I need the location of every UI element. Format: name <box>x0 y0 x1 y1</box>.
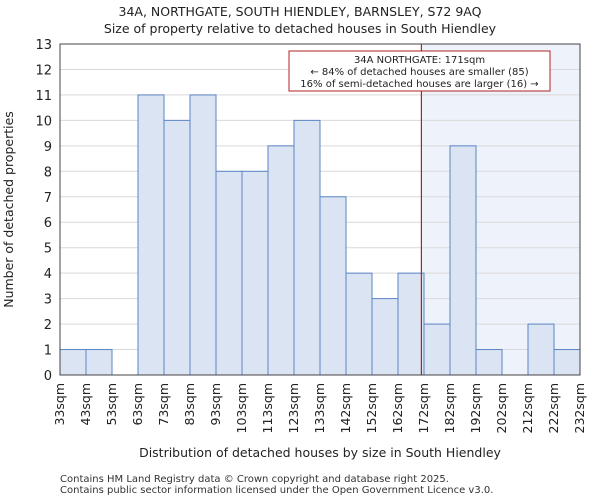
y-tick-label: 1 <box>44 344 52 359</box>
bar <box>423 323 451 376</box>
x-tick-label: 232sqm <box>572 383 587 433</box>
y-tick-label: 4 <box>44 267 52 282</box>
chart-title: 34A, NORTHGATE, SOUTH HIENDLEY, BARNSLEY… <box>118 4 482 19</box>
y-tick-label: 3 <box>44 293 52 308</box>
x-tick-label: 202sqm <box>494 383 509 433</box>
y-tick-label: 11 <box>35 89 52 104</box>
x-tick-label: 142sqm <box>338 383 353 433</box>
bar <box>59 349 87 376</box>
x-tick-labels: 33sqm 43sqm 53sqm 63sqm 73sqm 83sqm 93sqm 103sq… <box>52 383 587 433</box>
y-tick-label: 5 <box>44 242 52 257</box>
bar <box>137 94 165 376</box>
bar <box>85 349 113 376</box>
x-tick-label: 33sqm <box>52 383 67 426</box>
annotation-box <box>288 50 551 92</box>
x-tick-label: 162sqm <box>390 383 405 433</box>
y-tick-label: 12 <box>35 63 52 78</box>
y-tick-label: 10 <box>35 114 52 129</box>
bar <box>189 94 217 376</box>
bar <box>397 272 425 376</box>
bar <box>345 272 373 376</box>
x-tick-label: 212sqm <box>520 383 535 433</box>
x-tick-label: 43sqm <box>78 383 93 426</box>
x-axis-label: Distribution of detached houses by size … <box>139 445 501 460</box>
x-tick-label: 63sqm <box>130 383 145 426</box>
bar <box>553 349 581 376</box>
bars <box>59 94 581 376</box>
bar <box>371 298 399 376</box>
larger-properties-region <box>421 44 580 375</box>
bar <box>267 145 295 376</box>
bar <box>163 119 191 376</box>
y-tick-label: 6 <box>44 216 52 231</box>
x-tick-label: 83sqm <box>182 383 197 426</box>
annotation-line-3: 16% of semi-detached houses are larger (… <box>300 79 538 90</box>
y-tick-label: 8 <box>44 165 52 180</box>
y-tick-label: 7 <box>44 191 52 206</box>
y-tick-label: 0 <box>44 369 52 384</box>
bar <box>293 119 321 376</box>
x-tick-label: 93sqm <box>208 383 223 426</box>
bar <box>449 145 477 376</box>
footer-copyright: Contains HM Land Registry data © Crown c… <box>60 474 449 485</box>
annotation-line-2: ← 84% of detached houses are smaller (85… <box>310 67 528 78</box>
bar <box>241 170 269 376</box>
bar <box>527 323 555 376</box>
x-tick-label: 73sqm <box>156 383 171 426</box>
y-axis-label: Number of detached properties <box>1 111 16 308</box>
x-tick-label: 222sqm <box>546 383 561 433</box>
x-tick-label: 133sqm <box>312 383 327 433</box>
x-tick-label: 113sqm <box>260 383 275 433</box>
x-tick-label: 192sqm <box>468 383 483 433</box>
y-tick-label: 13 <box>35 38 52 53</box>
bar <box>319 196 347 376</box>
y-tick-label: 2 <box>44 318 52 333</box>
x-tick-label: 53sqm <box>104 383 119 426</box>
x-tick-label: 103sqm <box>234 383 249 433</box>
chart-subtitle: Size of property relative to detached ho… <box>103 21 497 36</box>
bar <box>475 349 503 376</box>
x-tick-label: 152sqm <box>364 383 379 433</box>
x-tick-label: 123sqm <box>286 383 301 433</box>
footer-licence: Contains public sector information licen… <box>60 485 494 496</box>
bar <box>215 170 243 376</box>
y-tick-label: 9 <box>44 140 52 155</box>
x-tick-label: 172sqm <box>416 383 431 433</box>
plot-frame <box>59 43 581 376</box>
x-tick-label: 182sqm <box>442 383 457 433</box>
annotation-line-1: 34A NORTHGATE: 171sqm <box>354 55 485 66</box>
